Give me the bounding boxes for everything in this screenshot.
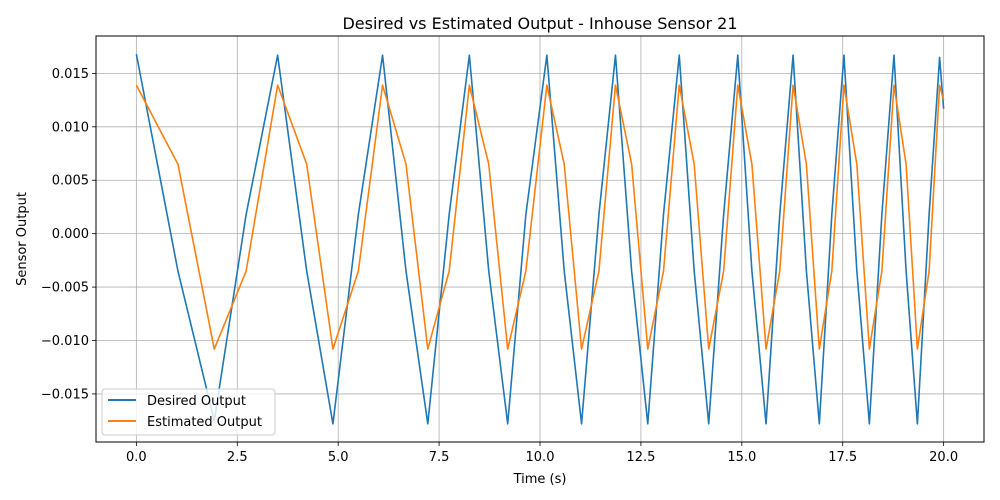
y-axis: −0.015 −0.010 −0.005 0.000 0.005 0.010 0.015 [41, 67, 96, 402]
legend: Desired Output Estimated Output [101, 388, 276, 436]
y-tick-label: 0.000 [52, 227, 89, 242]
x-tick-label: 15.0 [727, 450, 756, 465]
x-tick-label: 20.0 [929, 450, 958, 465]
y-tick-label: −0.015 [41, 387, 89, 402]
y-tick-label: −0.010 [41, 334, 89, 349]
legend-label-estimated: Estimated Output [147, 415, 262, 430]
y-tick-label: 0.010 [52, 120, 89, 135]
legend-box [101, 388, 276, 436]
series-line-desired-output [135, 54, 945, 425]
x-tick-label: 0.0 [126, 450, 147, 465]
x-tick-label: 5.0 [328, 450, 349, 465]
x-tick-label: 12.5 [626, 450, 655, 465]
y-axis-label: Sensor Output [15, 192, 30, 286]
legend-label-desired: Desired Output [147, 394, 246, 409]
x-tick-label: 2.5 [227, 450, 248, 465]
x-tick-label: 10.0 [526, 450, 555, 465]
y-tick-label: −0.005 [41, 281, 89, 296]
y-tick-label: 0.005 [52, 174, 89, 189]
y-tick-label: 0.015 [52, 67, 89, 82]
x-tick-label: 17.5 [828, 450, 857, 465]
x-axis-label: Time (s) [513, 472, 567, 487]
series-lines [135, 54, 945, 425]
x-axis: 0.0 2.5 5.0 7.5 10.0 12.5 15.0 17.5 20.0 [126, 442, 958, 465]
chart-title: Desired vs Estimated Output - Inhouse Se… [342, 14, 737, 33]
x-tick-label: 7.5 [429, 450, 450, 465]
series-line-estimated-output [135, 84, 945, 350]
